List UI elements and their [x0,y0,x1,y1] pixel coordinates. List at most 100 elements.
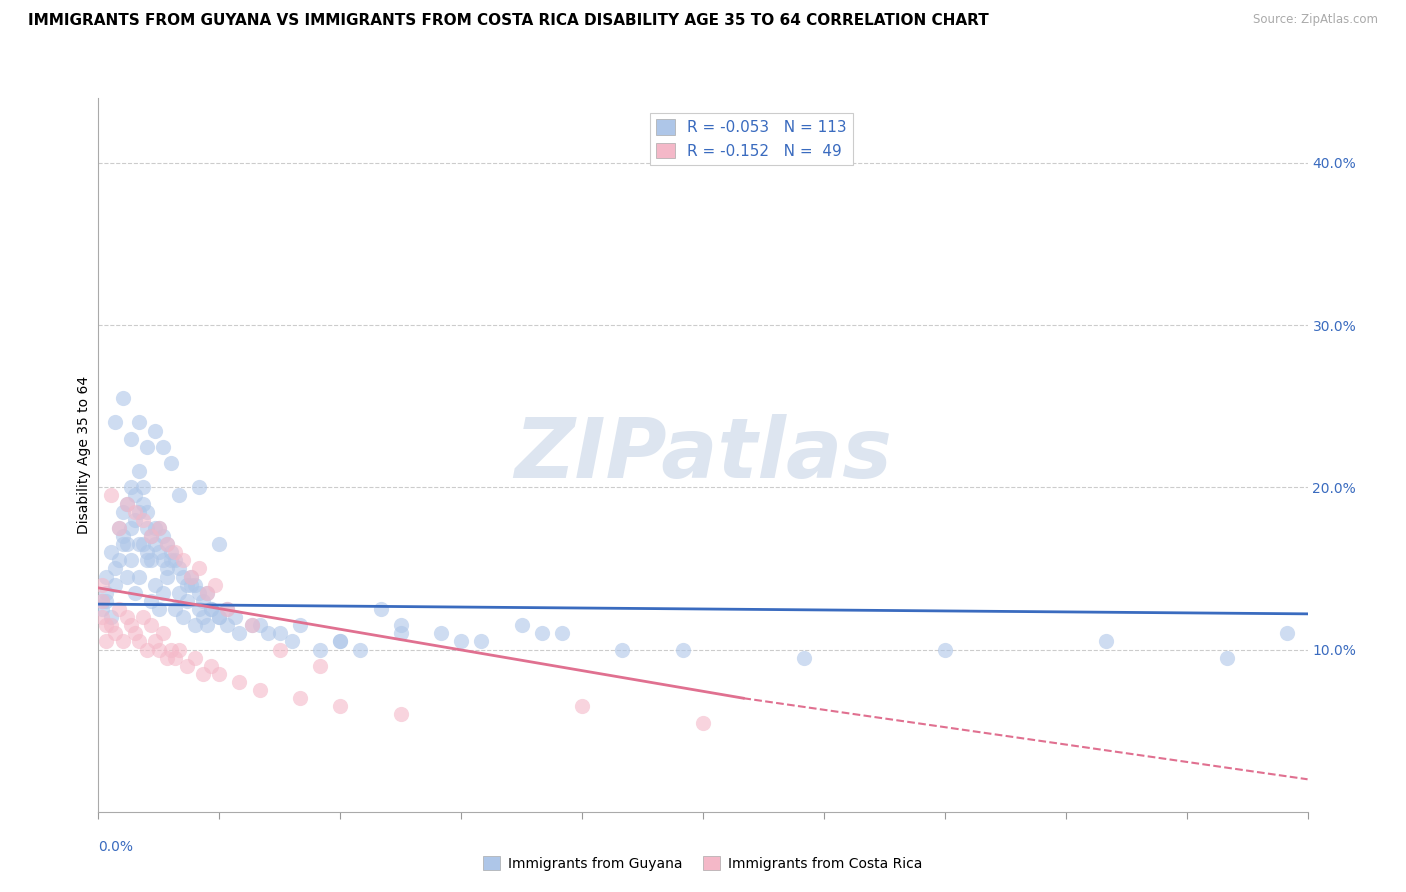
Point [103,561,125,575]
Point [1216,650,1239,665]
Point [184,577,207,591]
Point [217,602,239,616]
Point [96,569,118,583]
Point [139,553,162,567]
Point [120,432,142,446]
Point [91,594,114,608]
Point [184,618,207,632]
Point [224,610,246,624]
Point [152,529,174,543]
Point [184,650,207,665]
Point [180,577,202,591]
Point [389,707,412,722]
Point [269,626,291,640]
Point [167,642,190,657]
Point [128,569,150,583]
Point [160,545,183,559]
Text: IMMIGRANTS FROM GUYANA VS IMMIGRANTS FROM COSTA RICA DISABILITY AGE 35 TO 64 COR: IMMIGRANTS FROM GUYANA VS IMMIGRANTS FRO… [28,13,988,29]
Point [96,586,118,600]
Point [148,521,170,535]
Point [120,553,142,567]
Point [143,521,166,535]
Point [249,683,271,698]
Point [111,537,134,551]
Point [176,594,198,608]
Point [288,691,311,706]
Point [450,634,472,648]
Point [111,634,134,648]
Point [152,440,174,454]
Point [128,537,150,551]
Point [100,545,122,559]
Point [120,480,142,494]
Point [91,602,114,616]
Point [309,642,332,657]
Point [128,416,150,430]
Point [103,416,125,430]
Point [208,610,231,624]
Point [132,480,155,494]
Point [256,626,278,640]
Point [96,594,118,608]
Point [91,610,114,624]
Point [148,602,170,616]
Point [152,626,174,640]
Point [188,586,211,600]
Point [163,602,186,616]
Point [139,618,162,632]
Point [176,658,198,673]
Point [269,642,291,657]
Point [193,594,215,608]
Point [148,545,170,559]
Point [163,545,186,559]
Point [132,513,155,527]
Point [132,610,155,624]
Point [249,618,271,632]
Point [530,626,553,640]
Point [152,553,174,567]
Point [188,561,211,575]
Point [1277,626,1299,640]
Point [111,529,134,543]
Point [240,618,263,632]
Point [115,537,138,551]
Point [139,529,162,543]
Point [193,610,215,624]
Point [139,594,162,608]
Text: Source: ZipAtlas.com: Source: ZipAtlas.com [1253,13,1378,27]
Point [208,537,231,551]
Point [128,505,150,519]
Point [1095,634,1118,648]
Point [115,497,138,511]
Point [208,666,231,681]
Point [115,497,138,511]
Point [200,602,222,616]
Point [329,634,352,648]
Point [180,569,202,583]
Point [115,610,138,624]
Point [672,642,695,657]
Point [120,521,142,535]
Point [124,513,146,527]
Point [195,586,218,600]
Point [934,642,956,657]
Point [96,618,118,632]
Point [135,440,157,454]
Point [571,699,593,714]
Point [124,586,146,600]
Point [107,553,129,567]
Point [128,634,150,648]
Point [156,537,179,551]
Point [167,561,190,575]
Text: ZIPatlas: ZIPatlas [515,415,891,495]
Point [143,634,166,648]
Point [551,626,574,640]
Point [160,642,183,657]
Point [124,488,146,502]
Point [107,521,129,535]
Point [240,618,263,632]
Point [692,715,714,730]
Point [172,553,194,567]
Point [793,650,815,665]
Point [143,577,166,591]
